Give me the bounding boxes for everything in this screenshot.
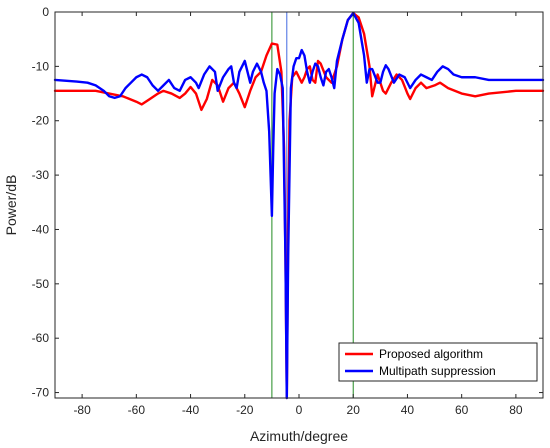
y-tick-label: -10 <box>32 59 50 73</box>
x-tick-label: 20 <box>347 403 361 417</box>
y-axis: 0 -10 -20 -30 -40 -50 -60 -70 <box>32 5 543 400</box>
x-tick-label: -60 <box>128 403 146 417</box>
y-tick-label: 0 <box>42 5 49 19</box>
y-tick-label: -50 <box>32 277 50 291</box>
y-tick-label: -20 <box>32 114 50 128</box>
x-tick-label: -40 <box>182 403 200 417</box>
x-axis: -80 -60 -40 -20 0 20 40 60 80 <box>73 12 523 417</box>
legend-box <box>338 342 538 382</box>
x-tick-label: 0 <box>296 403 303 417</box>
legend: Proposed algorithm Multipath suppression <box>338 342 538 382</box>
series-line-0 <box>53 11 545 400</box>
y-tick-label: -70 <box>32 386 50 400</box>
legend-entry-0: Proposed algorithm <box>379 347 483 361</box>
y-tick-label: -40 <box>32 222 50 236</box>
x-tick-label: 60 <box>455 403 469 417</box>
legend-entry-1: Multipath suppression <box>379 364 496 378</box>
x-axis-label: Azimuth/degree <box>250 428 348 444</box>
x-tick-label: -80 <box>73 403 91 417</box>
y-tick-label: -60 <box>32 331 50 345</box>
x-tick-label: -20 <box>236 403 254 417</box>
y-tick-label: -30 <box>32 168 50 182</box>
y-axis-label: Power/dB <box>3 175 19 236</box>
x-tick-label: 80 <box>509 403 523 417</box>
x-tick-label: 40 <box>401 403 415 417</box>
